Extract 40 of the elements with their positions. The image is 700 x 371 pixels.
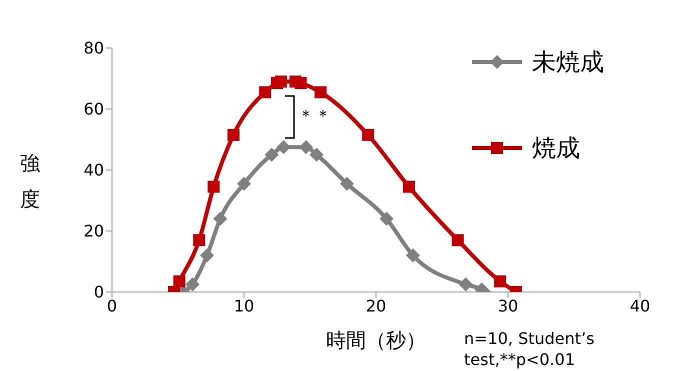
- point: [494, 275, 506, 288]
- annotation: ＊＊: [298, 106, 332, 127]
- point: [340, 176, 354, 191]
- point: [458, 277, 473, 292]
- x-tick-label: 40: [630, 296, 650, 316]
- y-tick-label: 60: [84, 100, 104, 119]
- point: [193, 234, 206, 246]
- text: n=10, Student’s test,**p<0.01: [464, 328, 596, 370]
- point: [237, 176, 251, 191]
- point: [186, 277, 200, 292]
- point: [274, 76, 287, 88]
- x-axis-title: 時間（秒）: [325, 327, 427, 354]
- point: [227, 128, 240, 141]
- point: [403, 180, 415, 193]
- point: [208, 180, 220, 193]
- x-tick-label: 30: [498, 296, 518, 316]
- point: [452, 234, 464, 246]
- y-tick-label: 80: [84, 38, 104, 58]
- y-tick-label: 20: [84, 222, 104, 241]
- legend-label: 焼成: [532, 133, 580, 164]
- point: [213, 212, 228, 226]
- x-tick-label: 20: [366, 296, 386, 316]
- point: [362, 128, 374, 141]
- point: [173, 275, 186, 288]
- point: [310, 148, 324, 162]
- point: [380, 212, 394, 226]
- y-axis-title: 強度: [19, 150, 41, 213]
- legend-label: 未焼成: [532, 47, 604, 78]
- point: [294, 77, 307, 90]
- y-tick-label: 40: [84, 160, 104, 180]
- point: [299, 140, 314, 154]
- point: [276, 140, 291, 154]
- point: [406, 248, 420, 262]
- point: [314, 86, 327, 98]
- y-tick-label: 0: [94, 282, 104, 302]
- x-tick-label: 0: [106, 296, 118, 316]
- point: [264, 148, 279, 162]
- x-tick-label: 10: [234, 296, 254, 316]
- point: [200, 248, 214, 262]
- point: [259, 86, 272, 98]
